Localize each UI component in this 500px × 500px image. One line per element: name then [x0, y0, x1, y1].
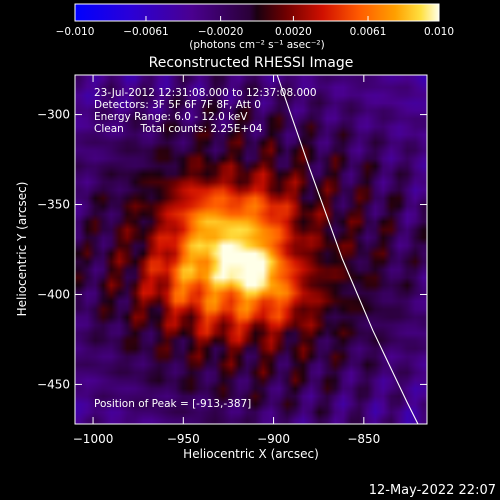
info-annotations: 23-Jul-2012 12:31:08.000 to 12:37:08.000… — [94, 87, 317, 410]
y-tick-label: −400 — [37, 287, 70, 301]
plot-frame — [74, 74, 428, 425]
footer-date: 12-May-2022 22:07 — [369, 483, 496, 498]
y-tick-label: −350 — [37, 198, 70, 212]
heatmap-image — [75, 75, 427, 424]
heatmap-raster — [75, 75, 427, 424]
chart-title: Reconstructed RHESSI Image — [149, 55, 354, 71]
colorbar-tick-label: 0.010 — [424, 26, 454, 38]
annotation-clean-counts: Clean Total counts: 2.25E+04 — [94, 123, 263, 135]
y-axis-label: Heliocentric Y (arcsec) — [15, 182, 29, 317]
colorbar-ticks: −0.010 −0.0061 −0.0020 0.0020 0.0061 0.010 — [56, 16, 454, 38]
annotation-energy-range: Energy Range: 6.0 - 12.0 keV — [94, 111, 248, 123]
colorbar-tick-label: 0.0061 — [350, 26, 387, 38]
x-tick-label: −950 — [167, 432, 200, 446]
annotation-detectors: Detectors: 3F 5F 6F 7F 8F, Att 0 — [94, 99, 261, 111]
colorbar: −0.010 −0.0061 −0.0020 0.0020 0.0061 0.010 (p… — [56, 3, 454, 51]
colorbar-tick-label: −0.010 — [56, 26, 95, 38]
x-tick-label: −900 — [257, 432, 290, 446]
y-tick-label: −450 — [37, 377, 70, 391]
x-tick-label: −850 — [347, 432, 380, 446]
colorbar-tick-label: −0.0020 — [198, 26, 244, 38]
colorbar-tick-label: −0.0061 — [123, 26, 169, 38]
colorbar-tick-label: 0.0020 — [275, 26, 312, 38]
y-axis-ticks: −300 −350 −400 −450 — [37, 108, 427, 391]
annotation-time-range: 23-Jul-2012 12:31:08.000 to 12:37:08.000 — [94, 87, 317, 99]
annotation-peak-position: Position of Peak = [-913,-387] — [94, 398, 251, 410]
x-axis-label: Heliocentric X (arcsec) — [183, 447, 319, 461]
colorbar-unit-label: (photons cm⁻² s⁻¹ asec⁻²) — [189, 39, 324, 51]
solar-limb-curve — [276, 75, 419, 424]
colorbar-ramp — [74, 3, 440, 22]
x-tick-label: −1000 — [73, 432, 114, 446]
y-tick-label: −300 — [37, 108, 70, 122]
x-axis-ticks: −1000 −950 −900 −850 — [73, 75, 380, 446]
